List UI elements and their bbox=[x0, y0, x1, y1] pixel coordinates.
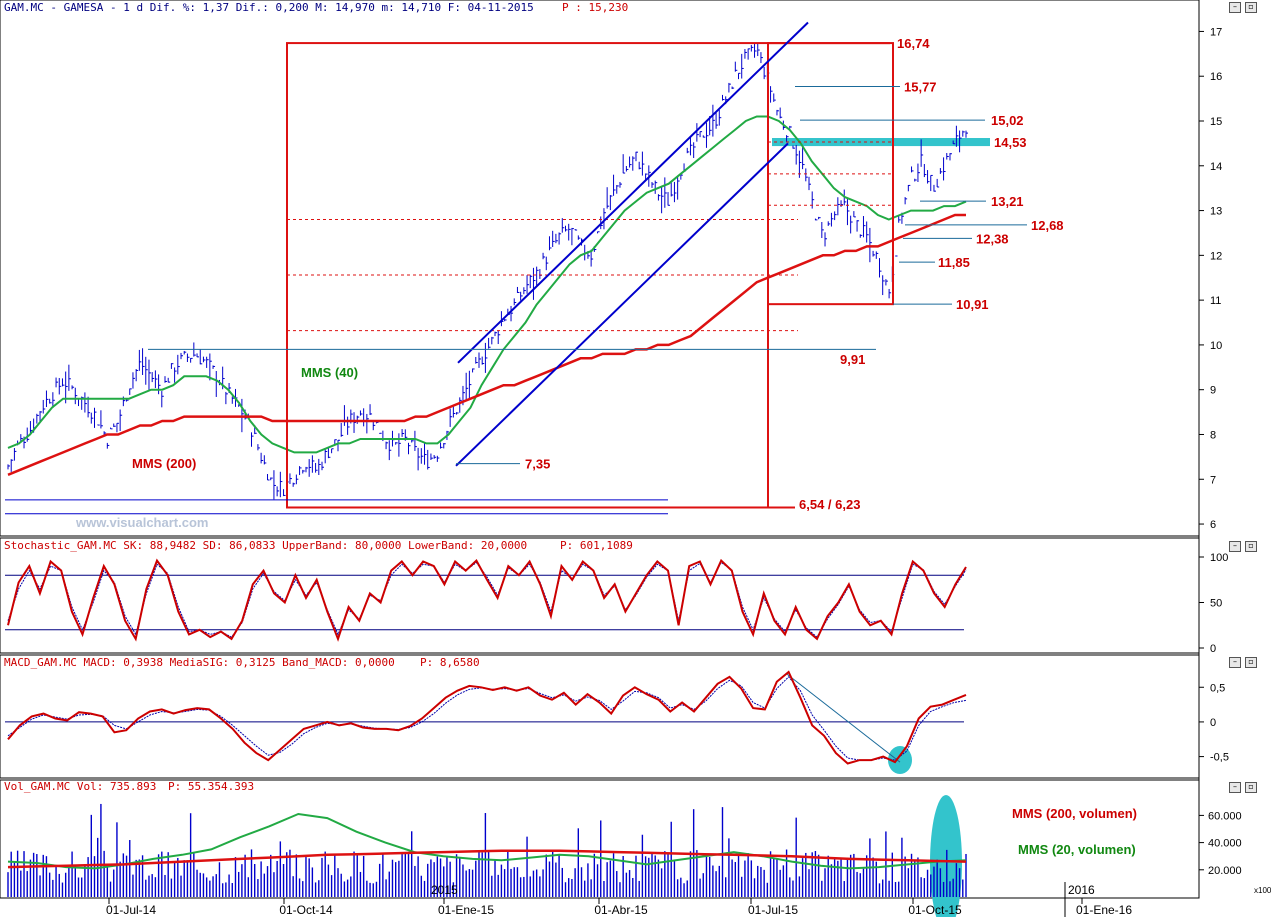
level-label: 16,74 bbox=[897, 36, 930, 51]
mms200-label: MMS (200) bbox=[132, 456, 196, 471]
vol-highlight bbox=[930, 795, 962, 917]
year-label-2016: 2016 bbox=[1068, 883, 1095, 897]
volume-bars bbox=[7, 795, 967, 917]
stoch-y-tick-label: 0 bbox=[1210, 643, 1216, 655]
stoch-header: Stochastic_GAM.MC SK: 88,9482 SD: 86,083… bbox=[4, 539, 527, 552]
stoch-y-tick-label: 100 bbox=[1210, 552, 1228, 564]
macd-lines bbox=[5, 670, 967, 775]
restore-icon[interactable]: ▫ bbox=[1245, 657, 1257, 668]
price-y-tick-label: 8 bbox=[1210, 429, 1216, 441]
macd-header: MACD_GAM.MC MACD: 0,3938 MediaSIG: 0,312… bbox=[4, 656, 395, 669]
x-tick-label: 01-Abr-15 bbox=[594, 903, 648, 917]
restore-icon[interactable]: ▫ bbox=[1245, 541, 1257, 552]
stoch-sk-line bbox=[7, 558, 967, 642]
vol-header: Vol_GAM.MC Vol: 735.893 bbox=[4, 780, 156, 793]
level-label: 15,77 bbox=[904, 80, 937, 95]
macd-y-tick-label: 0,5 bbox=[1210, 682, 1225, 694]
price-y-tick-label: 13 bbox=[1210, 206, 1222, 218]
level-label: 6,54 / 6,23 bbox=[799, 497, 860, 512]
level-label: 15,02 bbox=[991, 113, 1024, 128]
stoch-sd-line bbox=[7, 561, 967, 638]
macd-y-tick-label: -0,5 bbox=[1210, 752, 1229, 764]
macd-header-p: P: 8,6580 bbox=[420, 656, 480, 669]
watermark: www.visualchart.com bbox=[75, 515, 208, 530]
channel-lower bbox=[455, 142, 789, 467]
mms40-label: MMS (40) bbox=[301, 365, 358, 380]
restore-icon[interactable]: ▫ bbox=[1245, 782, 1257, 793]
price-y-tick-label: 10 bbox=[1210, 340, 1222, 352]
vol-mms20-line bbox=[7, 812, 967, 870]
stochastic-lines bbox=[5, 558, 967, 642]
annotation-shapes bbox=[772, 138, 990, 147]
minimize-icon[interactable]: – bbox=[1229, 541, 1241, 552]
price-y-tick-label: 11 bbox=[1210, 295, 1221, 307]
stoch-y-tick-label: 50 bbox=[1210, 598, 1222, 610]
macd-divergence-line bbox=[785, 672, 901, 763]
price-y-tick-label: 17 bbox=[1210, 26, 1222, 38]
x-tick-label: 01-Ene-16 bbox=[1076, 903, 1132, 917]
annotation-lines: 16,74 15,77 15,02 14,53 13,21 12,68 12,38 11,85… bbox=[5, 21, 1064, 515]
macd-highlight bbox=[888, 746, 912, 775]
stoch-header-p: P: 601,1089 bbox=[560, 539, 633, 552]
vol-y-tick-label: 60.000 bbox=[1208, 810, 1242, 822]
mms200-line bbox=[7, 213, 966, 476]
level-label: 14,53 bbox=[994, 135, 1027, 150]
price-y-tick-label: 15 bbox=[1210, 116, 1222, 128]
level-label: 12,68 bbox=[1031, 218, 1064, 233]
vol-scale-note: x100 bbox=[1254, 886, 1272, 895]
price-header: GAM.MC - GAMESA - 1 d Dif. %: 1,37 Dif.:… bbox=[4, 1, 534, 14]
axis-ticks: 17 16 15 14 13 12 11 10 9 8 7 6 100 50 0 0,5 0 -0,5 60.000… bbox=[106, 26, 1242, 917]
vol-y-tick-label: 20.000 bbox=[1208, 865, 1242, 877]
price-y-tick-label: 12 bbox=[1210, 250, 1222, 262]
mms40-line bbox=[7, 115, 967, 454]
level-label: 7,35 bbox=[525, 457, 550, 472]
level-label: 13,21 bbox=[991, 194, 1024, 209]
level-label: 10,91 bbox=[956, 297, 989, 312]
minimize-icon[interactable]: – bbox=[1229, 782, 1241, 793]
legend-mms20-vol: MMS (20, volumen) bbox=[1018, 842, 1136, 857]
year-label-2015: 2015 bbox=[431, 883, 458, 897]
level-label: 12,38 bbox=[976, 231, 1009, 246]
price-header-p: P : 15,230 bbox=[562, 1, 628, 14]
highlight-band bbox=[772, 138, 990, 147]
minimize-icon[interactable]: – bbox=[1229, 2, 1241, 13]
price-y-tick-label: 16 bbox=[1210, 71, 1222, 83]
macd-line bbox=[7, 670, 967, 765]
price-bars bbox=[7, 42, 968, 500]
price-y-tick-label: 7 bbox=[1210, 474, 1216, 486]
x-tick-label: 01-Jul-14 bbox=[106, 903, 156, 917]
restore-icon[interactable]: ▫ bbox=[1245, 2, 1257, 13]
price-y-tick-label: 9 bbox=[1210, 385, 1216, 397]
channel-upper bbox=[457, 21, 809, 364]
legend-mms200-vol: MMS (200, volumen) bbox=[1012, 806, 1137, 821]
minimize-icon[interactable]: – bbox=[1229, 657, 1241, 668]
x-tick-label: 01-Ene-15 bbox=[438, 903, 494, 917]
x-tick-label: 01-Jul-15 bbox=[748, 903, 798, 917]
price-y-tick-label: 6 bbox=[1210, 519, 1216, 531]
level-label: 11,85 bbox=[938, 255, 970, 270]
x-tick-label: 01-Oct-15 bbox=[908, 903, 962, 917]
price-y-tick-label: 14 bbox=[1210, 161, 1222, 173]
vol-y-tick-label: 40.000 bbox=[1208, 838, 1242, 850]
x-tick-label: 01-Oct-14 bbox=[279, 903, 333, 917]
level-label: 9,91 bbox=[840, 352, 865, 367]
vol-header-p: P: 55.354.393 bbox=[168, 780, 254, 793]
vol-mms200-line bbox=[7, 849, 967, 869]
macd-y-tick-label: 0 bbox=[1210, 717, 1216, 729]
moving-averages: MMS (40) MMS (200) bbox=[7, 115, 967, 476]
